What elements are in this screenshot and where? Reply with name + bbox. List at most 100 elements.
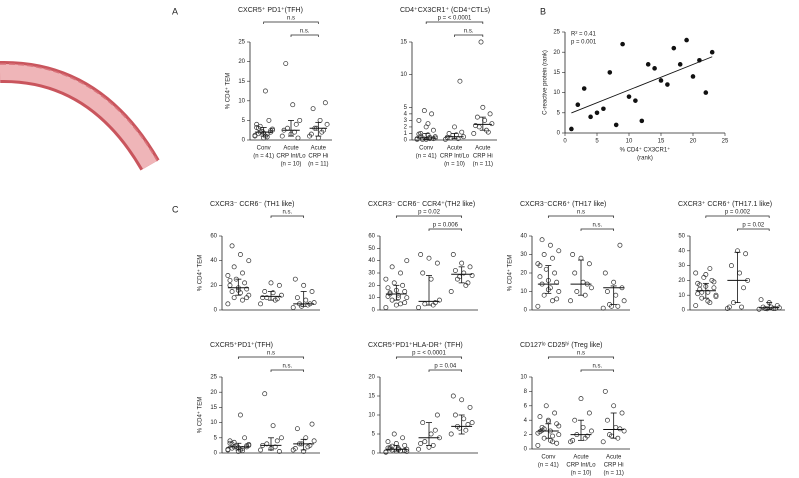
data-point xyxy=(695,291,701,297)
y-tick-label: 5 xyxy=(242,118,246,124)
data-point xyxy=(385,439,391,445)
data-point xyxy=(459,397,465,403)
category-label: CRP Hi xyxy=(473,154,493,160)
data-point xyxy=(586,261,592,267)
data-point xyxy=(588,114,593,120)
data-point xyxy=(404,295,410,301)
data-point xyxy=(589,428,594,434)
x-tick-label: 0 xyxy=(563,139,567,145)
data-point xyxy=(237,412,243,418)
significance-label: p = < 0.0001 xyxy=(412,351,446,357)
y-tick-label: 40 xyxy=(520,234,527,240)
data-point xyxy=(594,110,600,116)
data-point xyxy=(309,421,315,427)
data-point xyxy=(604,417,610,423)
data-point xyxy=(418,252,424,257)
y-tick-label: 10 xyxy=(678,293,685,299)
y-tick-label: 15 xyxy=(368,394,375,400)
data-point xyxy=(258,301,263,307)
data-point xyxy=(699,289,705,295)
y-tick-label: 20 xyxy=(553,50,560,56)
data-point xyxy=(709,49,715,55)
chart-panel: 0 5 10 15 20 25 CXCR5⁺ PD1⁺(TFH) % CD4⁺ TEM Conv… xyxy=(225,7,332,168)
data-point xyxy=(416,305,421,310)
data-point xyxy=(569,126,574,132)
category-label: CRP Hi xyxy=(308,154,328,160)
data-point xyxy=(690,74,696,79)
data-point xyxy=(461,416,467,422)
significance-label: p = 0.02 xyxy=(418,210,441,216)
y-tick-label: 1 xyxy=(404,131,408,137)
data-point xyxy=(303,435,309,441)
data-point xyxy=(547,242,553,248)
data-point xyxy=(621,428,627,434)
data-point xyxy=(617,242,623,248)
data-point xyxy=(473,123,479,129)
data-point xyxy=(276,282,282,288)
data-point xyxy=(428,276,434,282)
data-point xyxy=(705,298,711,304)
data-point xyxy=(463,427,469,433)
chart-title: CXCR3⁻CCR6⁺ (TH17 like) xyxy=(520,201,606,208)
significance-bracket xyxy=(270,369,305,372)
data-point xyxy=(237,252,243,257)
data-point xyxy=(268,280,274,286)
y-tick-label: 20 xyxy=(210,390,217,396)
data-point xyxy=(469,273,475,278)
group-size: (n = 11) xyxy=(473,162,493,168)
significance-label: p = < 0.0001 xyxy=(438,16,472,22)
significance-label: n.s xyxy=(577,351,585,357)
category-label: Acute xyxy=(475,146,491,152)
significance-label: p = 0.04 xyxy=(434,364,457,370)
data-point xyxy=(541,292,547,298)
data-point xyxy=(537,414,543,420)
y-axis-label: C-reactive protein (rank) xyxy=(543,50,549,115)
y-tick-label: 20 xyxy=(520,271,527,277)
data-point xyxy=(307,442,313,448)
data-point xyxy=(276,449,282,454)
data-point xyxy=(613,424,619,430)
data-point xyxy=(701,274,707,280)
data-point xyxy=(756,306,762,312)
category-label: Acute xyxy=(311,146,327,152)
data-point xyxy=(244,286,250,292)
data-point xyxy=(290,102,296,108)
data-point xyxy=(739,304,745,310)
data-point xyxy=(684,37,689,43)
data-point xyxy=(448,431,454,437)
data-point xyxy=(615,303,621,309)
y-tick-label: 30 xyxy=(520,252,527,258)
y-tick-label: 4 xyxy=(404,111,408,117)
y-tick-label: 0 xyxy=(524,447,528,453)
data-point xyxy=(450,393,456,399)
data-point xyxy=(645,62,651,67)
data-point xyxy=(402,289,408,294)
data-point xyxy=(613,292,619,298)
chart-title: CD127ˡᵒ CD25ʰⁱ (Treg like) xyxy=(520,341,603,349)
y-tick-label: 3 xyxy=(404,118,408,124)
data-point xyxy=(421,108,427,114)
y-tick-label: 0 xyxy=(242,138,246,144)
panel-label: A xyxy=(172,6,178,16)
y-tick-label: 10 xyxy=(238,98,245,104)
data-point xyxy=(626,94,632,99)
data-point xyxy=(572,417,578,423)
y-tick-label: 60 xyxy=(368,234,375,240)
data-point xyxy=(416,131,422,137)
y-tick-label: 0 xyxy=(557,131,561,137)
artery-line xyxy=(0,63,159,163)
data-point xyxy=(414,136,420,142)
data-point xyxy=(580,424,586,430)
data-point xyxy=(225,273,231,278)
x-tick-label: 25 xyxy=(722,139,729,145)
data-point xyxy=(711,285,717,291)
data-point xyxy=(309,289,315,294)
chart-title: CD4⁺CX3CR1⁺ (CD4⁺CTLs) xyxy=(400,7,490,14)
data-point xyxy=(552,410,558,416)
data-point xyxy=(279,133,285,139)
y-tick-label: 30 xyxy=(678,263,685,269)
data-point xyxy=(227,282,233,288)
data-point xyxy=(418,441,424,446)
data-point xyxy=(617,426,623,432)
